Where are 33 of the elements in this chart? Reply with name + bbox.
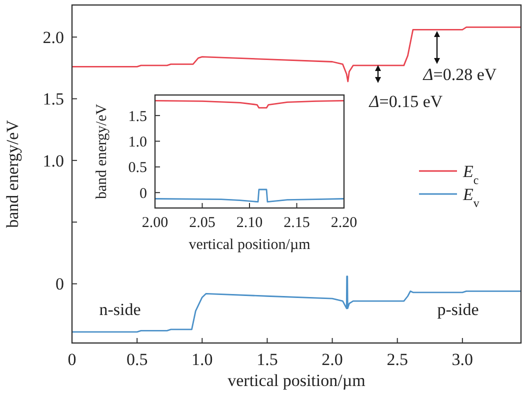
x-tick-label: 2.10 (236, 215, 263, 231)
y-tick-label: 1.0 (42, 151, 64, 170)
y-tick-label: 0.5 (128, 160, 147, 176)
y-tick-label: 0 (56, 274, 64, 294)
y-axis-title: band energy/eV (94, 104, 110, 200)
annotation: p-side (437, 300, 479, 319)
x-tick-label: 2.20 (330, 215, 358, 231)
x-tick-label: 2.15 (284, 215, 310, 231)
y-tick-label: 2.0 (42, 28, 64, 48)
y-axis-title: band energy/eV (3, 119, 22, 228)
x-tick-label: 0 (68, 350, 76, 369)
legend-label: E$_{c}$ (462, 162, 479, 187)
annotation: n-side (99, 300, 141, 319)
x-tick-label: 3.0 (452, 350, 474, 369)
y-tick-label: 1.5 (42, 90, 64, 109)
y-tick-label: 1.0 (128, 134, 147, 150)
x-axis-title: vertical position/µm (228, 371, 366, 390)
y-tick-label: 0 (140, 186, 147, 202)
line-series (72, 276, 521, 333)
line-series (155, 188, 344, 203)
x-tick-label: 2.05 (189, 215, 216, 231)
x-tick-label: 1.5 (256, 350, 278, 369)
annotation: Δ=0.28 eV (422, 65, 498, 84)
y-tick-label: 1.5 (128, 108, 147, 125)
annotation: Δ=0.15 eV (368, 92, 444, 111)
line-series (155, 100, 344, 109)
legend-label: E$_{v}$ (462, 184, 480, 210)
x-tick-label: 2.00 (142, 215, 168, 231)
x-axis-title: vertical position/µm (188, 237, 311, 253)
line-series (72, 26, 521, 82)
x-tick-label: 2.5 (386, 350, 408, 369)
x-tick-label: 1.0 (192, 350, 213, 369)
x-tick-label: 2.0 (322, 350, 343, 369)
